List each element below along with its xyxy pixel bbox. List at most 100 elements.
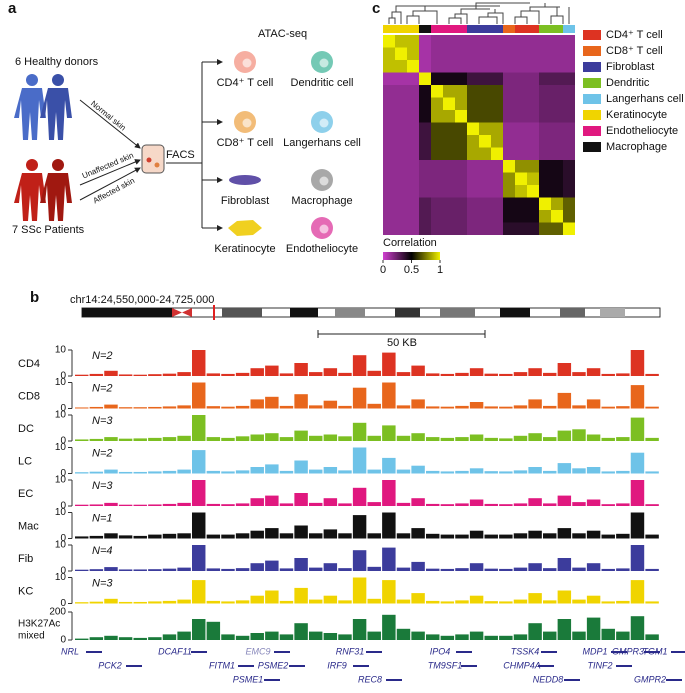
signal-bar [586,368,601,376]
signal-bar [601,406,615,409]
heatmap-cell [539,135,551,148]
signal-bar [440,373,455,376]
signal-bar [426,600,440,604]
heatmap-cell [563,85,575,98]
signal-bar [162,437,177,441]
signal-bar [323,595,338,604]
heatmap-cell [407,47,419,60]
cell-label: Endotheliocyte [286,243,358,255]
heatmap-cell [563,47,575,60]
signal-bar [411,433,425,441]
heatmap-cell [455,135,467,148]
signal-bar [455,437,469,441]
signal-bar [572,567,586,571]
legend-swatch [583,46,601,56]
heatmap-cell [431,122,443,135]
heatmap-cell [407,110,419,123]
heatmap-cell [503,85,515,98]
signal-bar [367,533,381,539]
heatmap-cell [515,110,527,123]
legend-swatch [583,94,601,104]
ideogram [81,305,661,320]
signal-bar [499,635,513,640]
heatmap-cell [503,122,515,135]
y-tick-label: 0 [60,403,66,414]
signal-bar [192,619,206,640]
heatmap-cell [527,47,539,60]
signal-bar [352,550,367,571]
signal-bar [75,407,89,409]
signal-bar [440,568,455,571]
signal-bar [513,503,528,506]
signal-bar [396,372,411,376]
signal-bar [426,406,440,409]
signal-bar [396,533,411,539]
heatmap-cell [563,35,575,48]
heatmap-cell [539,72,551,85]
heatmap-cell [479,135,491,148]
heatmap-cell [539,35,551,48]
signal-bar [235,436,250,441]
signal-bar [279,533,294,539]
signal-bar [323,563,338,571]
heatmap-cell [515,47,527,60]
heatmap-cell [443,122,455,135]
column-color [419,25,431,33]
y-tick-label: 10 [55,377,67,388]
signal-bar [104,635,118,640]
heatmap-cell [431,172,443,185]
y-tick-label: 0 [60,635,66,646]
heatmap-cell [539,147,551,160]
heatmap-cell [467,135,479,148]
column-color [491,25,503,33]
column-color [539,25,551,33]
heatmap-cell [407,135,419,148]
heatmap-cell [395,197,407,210]
heatmap-cell [467,210,479,223]
signal-bar [133,407,147,409]
signal-bar [499,406,513,409]
signal-bar [411,399,425,409]
signal-bar [192,580,206,604]
signal-bar [440,635,455,640]
dendrogram [388,2,570,24]
signal-bar [250,467,264,474]
heatmap-cell [419,60,431,73]
track-note: N=2 [92,382,113,394]
heatmap-cell [431,85,443,98]
signal-bar [601,568,615,571]
heatmap-cell [503,197,515,210]
signal-bar [235,503,250,506]
signal-bar [499,534,513,539]
track-label: LC [18,455,32,467]
signal-bar [75,569,89,571]
track-note: N=2 [92,350,113,362]
legend-label: Langerhans cell [606,93,684,105]
signal-bar [338,533,352,539]
signal-bar [177,372,191,376]
signal-bar [177,533,191,539]
heatmap-cell [563,197,575,210]
signal-bar [250,498,264,506]
signal-bar [75,472,89,474]
signal-bar [601,628,615,640]
heatmap-cell [527,135,539,148]
signal-bar [396,567,411,571]
heatmap-cell [419,197,431,210]
heatmap-cell [443,35,455,48]
nucleus [242,118,252,128]
heatmap-cell [539,197,551,210]
signal-bar [382,614,396,640]
y-tick-label: 0 [60,501,66,512]
heatmap-cell [443,110,455,123]
y-tick-label: 10 [55,572,67,583]
gene-label: PSME2 [258,660,289,670]
heatmap-cell [407,185,419,198]
signal-bar [206,621,221,640]
signal-bar [455,534,469,539]
signal-bar [484,568,498,571]
signal-bar [645,471,659,474]
signal-bar [557,363,572,376]
signal-bar [250,563,264,571]
heatmap-cell [515,122,527,135]
